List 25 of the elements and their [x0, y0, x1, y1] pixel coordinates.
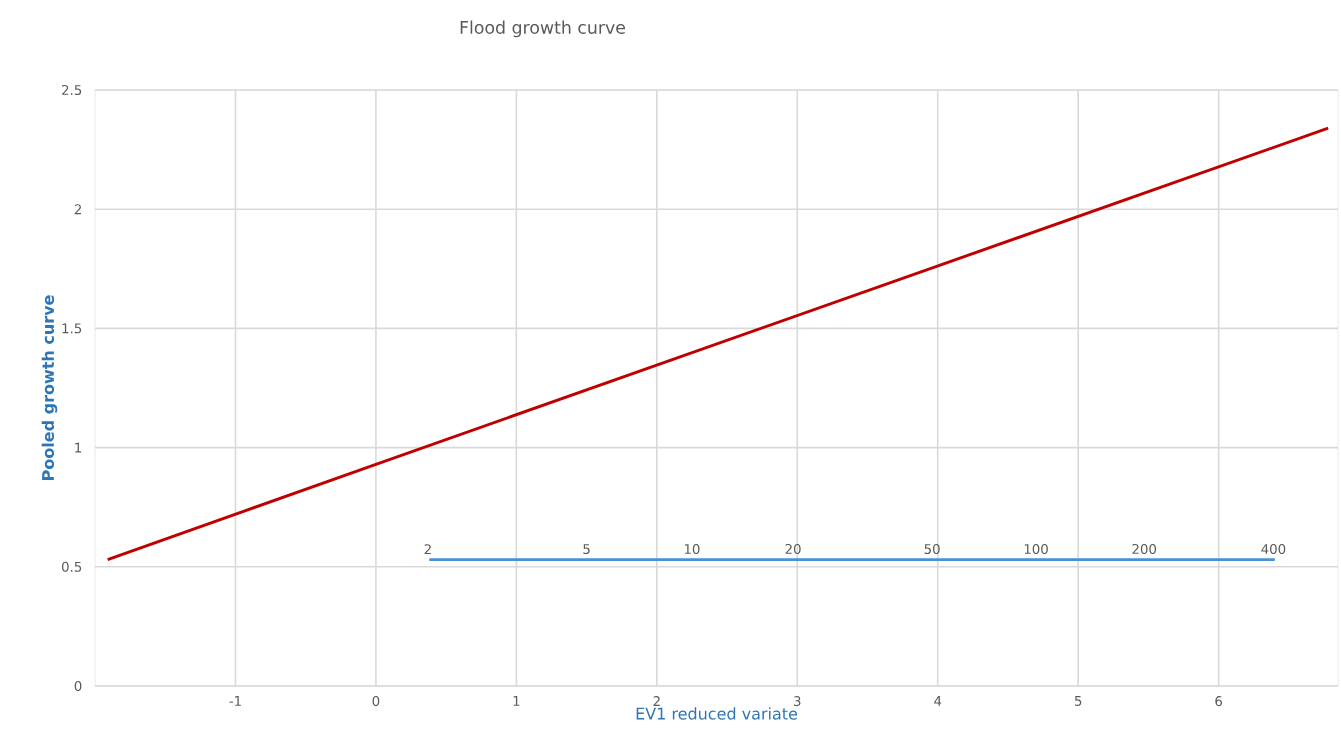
x-tick-label: 6	[1215, 696, 1223, 707]
annotation: 2	[424, 544, 431, 555]
annotation: 400	[1261, 543, 1286, 555]
y-tick-label: 1.5	[62, 323, 82, 334]
y-tick-label: 0.5	[61, 561, 82, 572]
y-tick-label: 0	[74, 680, 82, 692]
annotation: 10	[684, 543, 700, 555]
annotation: 50	[924, 543, 940, 555]
y-tick-label: 2.5	[62, 84, 82, 96]
x-axis-title: EV1 reduced variate	[636, 707, 798, 720]
x-tick-label: 5	[1074, 696, 1082, 706]
x-tick-label: 2	[653, 696, 660, 706]
x-tick-label: 4	[934, 696, 942, 706]
annotation: 5	[583, 544, 590, 555]
x-tick-label: -1	[229, 696, 241, 706]
annotation: 100	[1024, 543, 1048, 555]
x-tick-label: 0	[372, 696, 380, 707]
x-tick-label: 1	[513, 696, 520, 706]
y-tick-label: 1	[75, 442, 82, 453]
y-axis-title: Pooled growth curve	[41, 295, 58, 480]
x-tick-label: 3	[794, 696, 801, 707]
annotation: 20	[785, 543, 801, 555]
chart-title: Flood growth curve	[460, 20, 626, 38]
annotation: 200	[1132, 543, 1157, 555]
y-tick-label: 2	[74, 204, 81, 215]
